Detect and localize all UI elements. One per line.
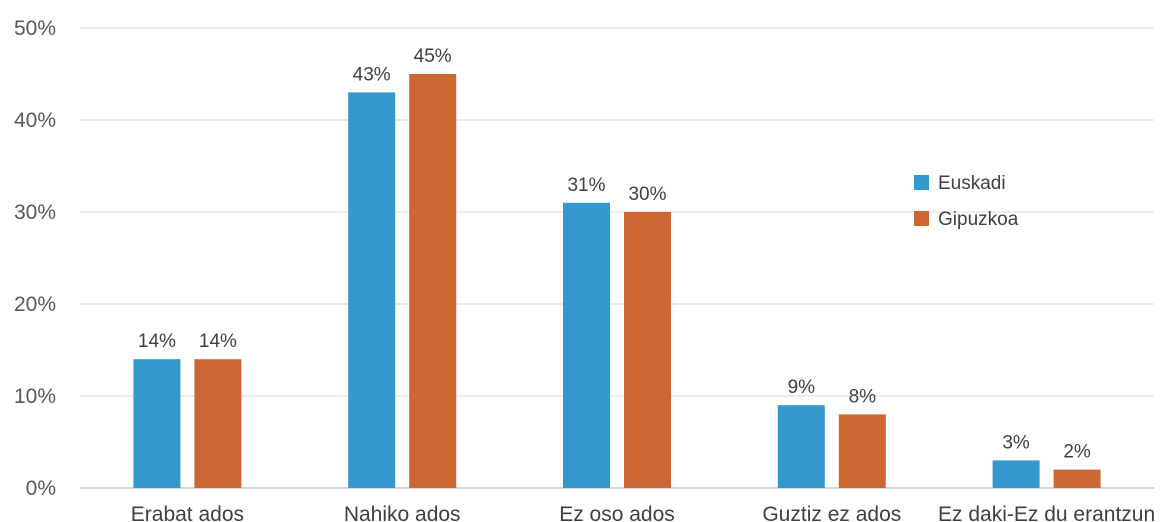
- x-category-label: Nahiko ados: [344, 503, 461, 522]
- data-label: 9%: [788, 377, 816, 398]
- bar-gipuzkoa-1: [194, 359, 242, 488]
- y-tick-label: 20%: [14, 293, 56, 316]
- data-label: 14%: [199, 331, 237, 352]
- bars: [133, 74, 1101, 489]
- bar-euskadi-1: [133, 359, 181, 488]
- legend-swatch-euskadi: [914, 175, 929, 190]
- x-category-label: Ez daki-Ez du erantzun: [938, 503, 1155, 522]
- legend: Euskadi Gipuzkoa: [914, 173, 1019, 230]
- gridlines: [80, 27, 1154, 489]
- y-tick-label: 40%: [14, 109, 56, 132]
- bar-gipuzkoa-5: [1053, 469, 1101, 488]
- y-tick-label: 10%: [14, 385, 56, 408]
- bar-gipuzkoa-3: [624, 212, 671, 488]
- bar-euskadi-5: [992, 460, 1040, 488]
- x-category-label: Ez oso ados: [559, 503, 675, 522]
- y-axis-ticks: 0% 10% 20% 30% 40% 50%: [14, 17, 56, 500]
- bar-gipuzkoa-2: [409, 74, 457, 488]
- data-label: 30%: [628, 184, 666, 205]
- legend-label-euskadi: Euskadi: [938, 173, 1006, 194]
- x-axis-categories: Erabat ados Nahiko ados Ez oso ados Guztiz …: [131, 503, 1155, 522]
- data-label: 43%: [353, 64, 391, 85]
- data-label: 3%: [1002, 432, 1030, 453]
- bar-euskadi-3: [563, 202, 610, 489]
- y-tick-label: 50%: [14, 17, 56, 40]
- data-label: 2%: [1063, 442, 1091, 463]
- data-label: 8%: [849, 386, 877, 407]
- legend-label-gipuzkoa: Gipuzkoa: [938, 209, 1019, 230]
- legend-swatch-gipuzkoa: [914, 211, 929, 226]
- y-tick-label: 0%: [26, 477, 56, 500]
- data-labels: 14% 14% 43% 45% 31% 30% 9% 8% 3% 2%: [138, 46, 1091, 463]
- x-category-label: Erabat ados: [131, 503, 244, 522]
- x-category-label: Guztiz ez ados: [762, 503, 901, 522]
- data-label: 14%: [138, 331, 176, 352]
- data-label: 45%: [414, 46, 452, 67]
- bar-euskadi-4: [777, 405, 825, 488]
- y-tick-label: 30%: [14, 201, 56, 224]
- bar-gipuzkoa-4: [838, 414, 886, 488]
- bar-euskadi-2: [348, 92, 396, 489]
- data-label: 31%: [567, 175, 605, 196]
